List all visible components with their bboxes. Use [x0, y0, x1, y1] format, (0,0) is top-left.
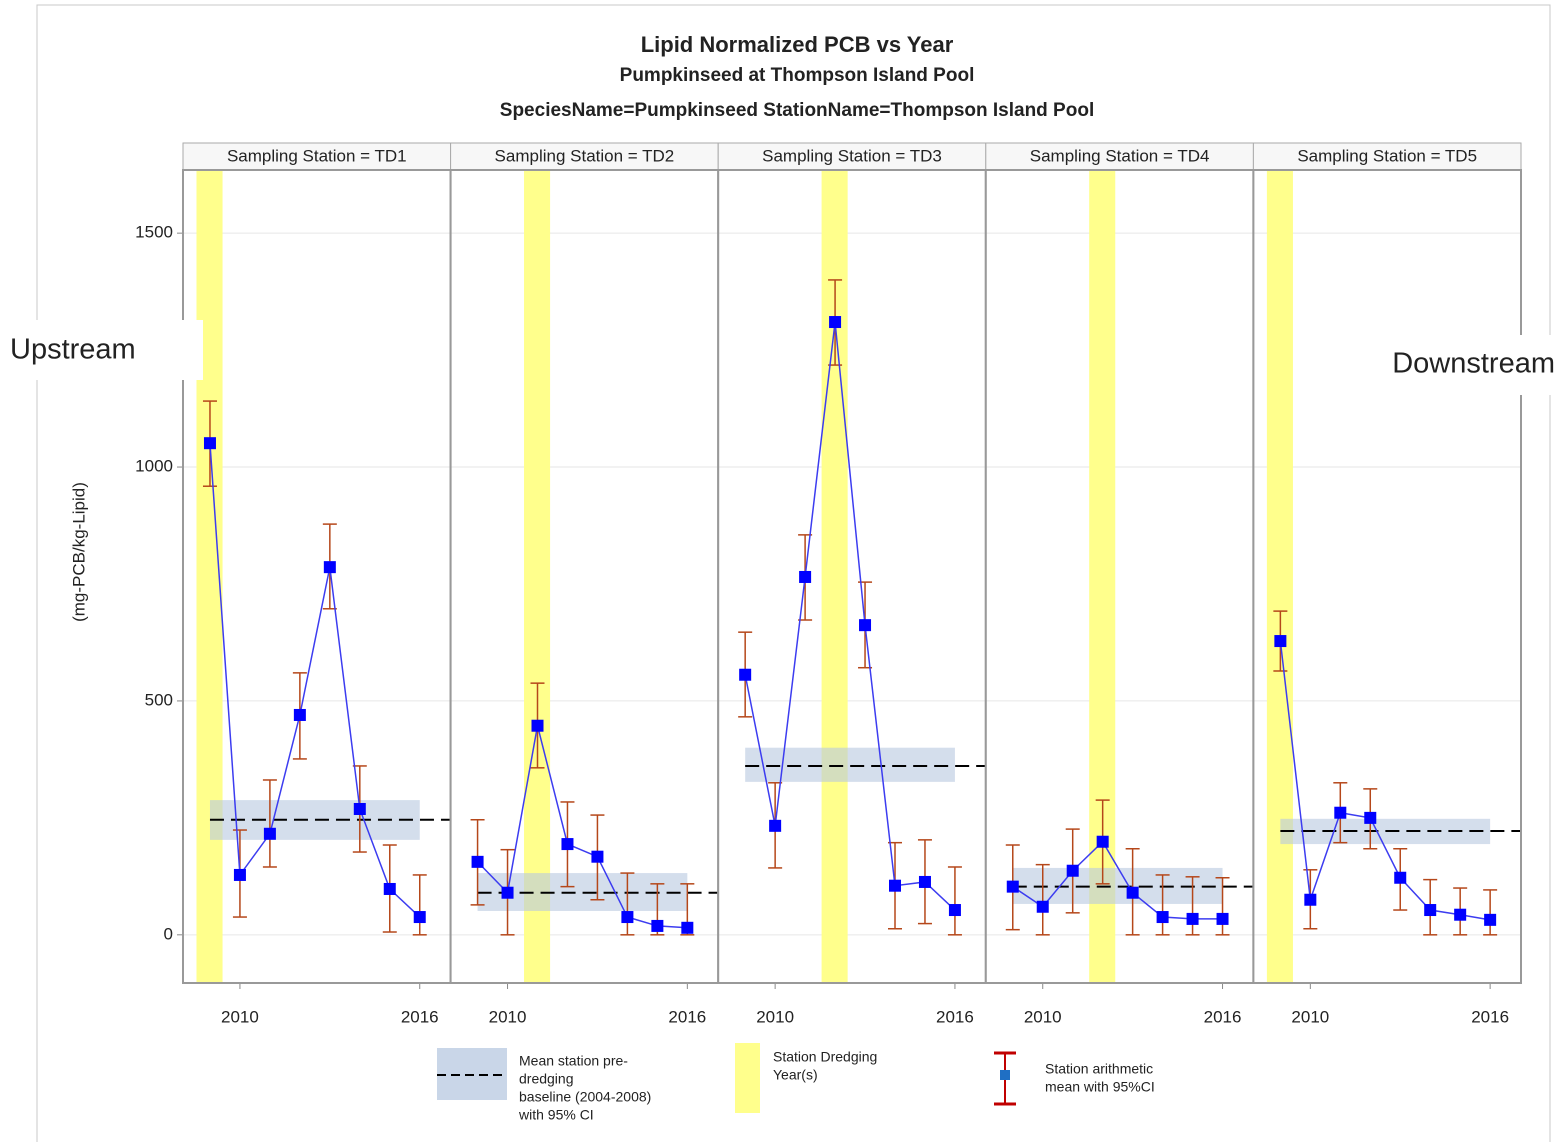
plot-area [718, 170, 986, 983]
marker [591, 850, 604, 863]
marker [948, 904, 961, 917]
plot-area [985, 170, 1254, 983]
marker [383, 882, 396, 895]
chart-subtitle: Pumpkinseed at Thompson Island Pool [620, 65, 975, 86]
legend-label: dredging [519, 1071, 574, 1087]
marker [501, 886, 514, 899]
marker [233, 868, 246, 881]
chart-byline: SpeciesName=Pumpkinseed StationName=Thom… [500, 100, 1094, 121]
legend [437, 1043, 1016, 1113]
marker [531, 719, 544, 732]
marker [1364, 811, 1377, 824]
legend-swatch [735, 1043, 760, 1113]
panel-header [1252, 142, 1522, 171]
x-tick-label: 2010 [489, 1007, 527, 1026]
legend-label: baseline (2004-2008) [519, 1089, 651, 1105]
panel-header [985, 142, 1254, 171]
y-tick-label: 0 [164, 924, 173, 943]
dredging-band [196, 170, 223, 983]
legend-label: Station Dredging [773, 1049, 877, 1065]
panels: Sampling Station = TD1 0 500 1000 1500 2010 20… [135, 142, 1523, 1026]
marker [471, 855, 484, 868]
plot-area [450, 170, 719, 983]
legend-label: mean with 95%CI [1045, 1079, 1155, 1095]
x-tick-label: 2010 [756, 1007, 794, 1026]
x-tick-label: 2016 [1471, 1007, 1509, 1026]
marker [651, 919, 664, 932]
dredging-band [1266, 170, 1293, 983]
marker [1216, 912, 1229, 925]
marker [1484, 913, 1497, 926]
marker [293, 708, 306, 721]
y-tick-label: 1500 [135, 223, 173, 242]
legend-label: Station arithmetic [1045, 1061, 1153, 1077]
marker [1066, 864, 1079, 877]
x-tick-label: 2016 [401, 1007, 439, 1026]
x-tick-label: 2016 [936, 1007, 974, 1026]
panel-header [450, 142, 719, 171]
marker [1186, 912, 1199, 925]
marker [769, 819, 782, 832]
y-tick-label: 1000 [135, 457, 173, 476]
marker [1304, 893, 1317, 906]
panel-header [717, 142, 987, 171]
x-tick-label: 2010 [221, 1007, 259, 1026]
marker [1454, 908, 1467, 921]
marker [799, 570, 812, 583]
x-tick-label: 2010 [1024, 1007, 1062, 1026]
plot-area [1253, 170, 1521, 983]
legend-label: with 95% CI [518, 1107, 594, 1123]
legend-label: Year(s) [773, 1067, 818, 1083]
marker [859, 619, 872, 632]
marker [353, 802, 366, 815]
y-axis-label: (mg-PCB/kg-Lipid) [69, 482, 88, 622]
marker [918, 875, 931, 888]
marker [263, 827, 276, 840]
marker [413, 911, 426, 924]
annotation-box [1352, 335, 1564, 395]
panel-title: Sampling Station = TD4 [1030, 146, 1210, 165]
chart-title: Lipid Normalized PCB vs Year [641, 32, 954, 57]
legend-swatch [1000, 1070, 1010, 1080]
x-tick-label: 2016 [1204, 1007, 1242, 1026]
panel-title: Sampling Station = TD2 [495, 146, 675, 165]
marker [203, 437, 216, 450]
marker [621, 911, 634, 924]
annotation: Upstream [10, 334, 136, 366]
baseline-ci [745, 747, 955, 782]
marker [1424, 904, 1437, 917]
annotation: Downstream [1392, 348, 1555, 380]
marker [739, 668, 752, 681]
x-tick-label: 2016 [668, 1007, 706, 1026]
marker [1126, 886, 1139, 899]
marker [829, 316, 842, 329]
marker [561, 838, 574, 851]
marker [1274, 635, 1287, 648]
marker [1006, 880, 1019, 893]
marker [889, 879, 902, 892]
y-tick-label: 500 [145, 690, 173, 709]
legend-label: Mean station pre- [519, 1053, 628, 1069]
series-line [209, 443, 421, 918]
marker [1096, 835, 1109, 848]
marker [681, 921, 694, 934]
dredging-band [524, 170, 551, 983]
annotation-box [0, 320, 203, 380]
marker [1394, 871, 1407, 884]
panel-title: Sampling Station = TD1 [227, 146, 407, 165]
plot-border [1252, 169, 1523, 984]
plot-area [183, 170, 451, 983]
panel-header [182, 142, 452, 171]
marker [1036, 900, 1049, 913]
marker [323, 561, 336, 574]
x-tick-label: 2010 [1291, 1007, 1329, 1026]
panel-title: Sampling Station = TD5 [1297, 146, 1477, 165]
panel-title: Sampling Station = TD3 [762, 146, 942, 165]
marker [1156, 911, 1169, 924]
marker [1334, 806, 1347, 819]
